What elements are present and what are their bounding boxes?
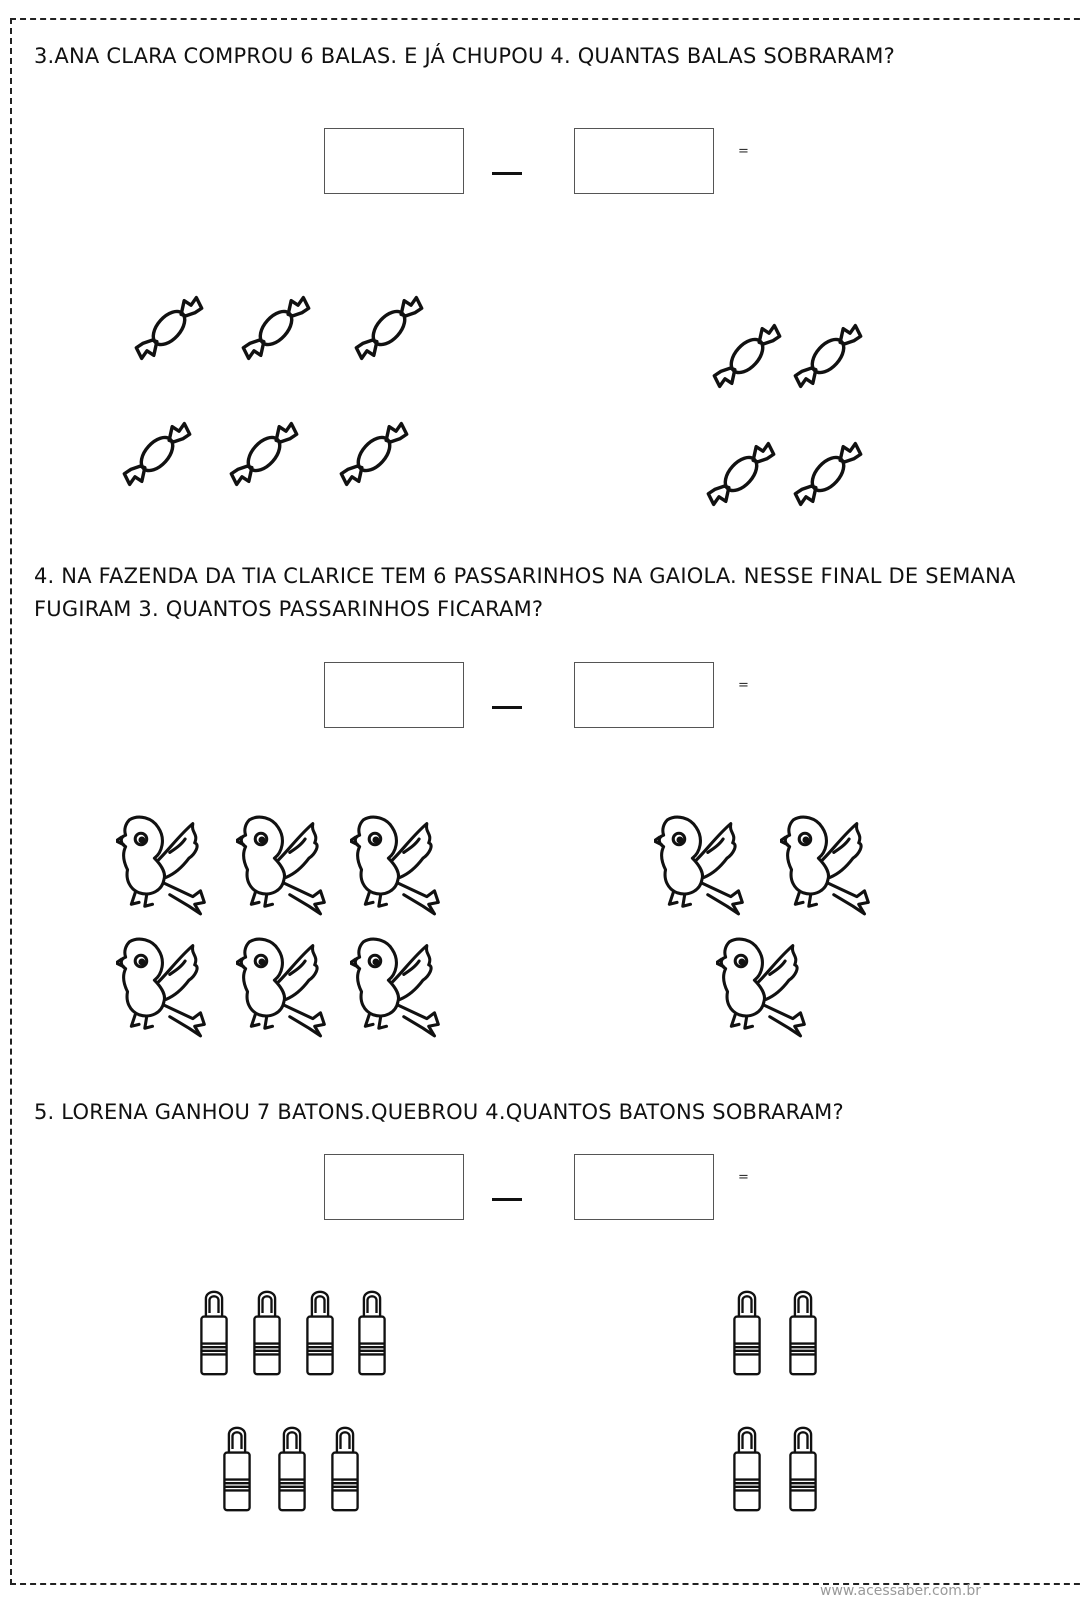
subtrahend-box[interactable] [574,1154,714,1220]
candy-icon [790,436,866,512]
lipstick-icon [274,1406,310,1528]
question-4-text: 4. NA FAZENDA DA TIA CLARICE TEM 6 PASSA… [34,564,1023,621]
minuend-box[interactable] [324,128,464,194]
equals-sign: = [738,144,749,159]
candy-icon [131,290,207,366]
footer-url: www.acessaber.com.br [820,1583,981,1599]
minus-sign [492,1198,522,1201]
bird-icon [350,810,446,916]
lipstick-icon [327,1406,363,1528]
candy-icon [703,436,779,512]
bird-icon [236,932,332,1038]
bird-icon [654,810,750,916]
subtrahend-box[interactable] [574,128,714,194]
lipstick-icon [785,1406,821,1528]
equals-sign: = [738,1170,749,1185]
candy-icon [119,416,195,492]
question-4-equation: = [0,662,1080,742]
lipstick-icon [354,1270,390,1392]
question-5-text: 5. LORENA GANHOU 7 BATONS.QUEBROU 4.QUAN… [34,1100,844,1124]
minus-sign [492,706,522,709]
candy-icon [336,416,412,492]
lipstick-icon [196,1270,232,1392]
lipstick-icon [729,1406,765,1528]
candy-icon [709,318,785,394]
candy-icon [351,290,427,366]
minuend-box[interactable] [324,1154,464,1220]
question-3-text: 3.ANA CLARA COMPROU 6 BALAS. E JÁ CHUPOU… [34,44,895,68]
candy-icon [226,416,302,492]
subtrahend-box[interactable] [574,662,714,728]
lipstick-icon [729,1270,765,1392]
lipstick-icon [249,1270,285,1392]
worksheet-border [10,18,1080,1585]
minus-sign [492,172,522,175]
equals-sign: = [738,678,749,693]
bird-icon [780,810,876,916]
bird-icon [350,932,446,1038]
candy-icon [790,318,866,394]
minuend-box[interactable] [324,662,464,728]
question-3-equation: = [0,128,1080,208]
lipstick-icon [785,1270,821,1392]
bird-icon [116,932,212,1038]
lipstick-icon [302,1270,338,1392]
question-5-equation: = [0,1154,1080,1234]
bird-icon [236,810,332,916]
bird-icon [116,810,212,916]
candy-icon [238,290,314,366]
bird-icon [716,932,812,1038]
lipstick-icon [219,1406,255,1528]
